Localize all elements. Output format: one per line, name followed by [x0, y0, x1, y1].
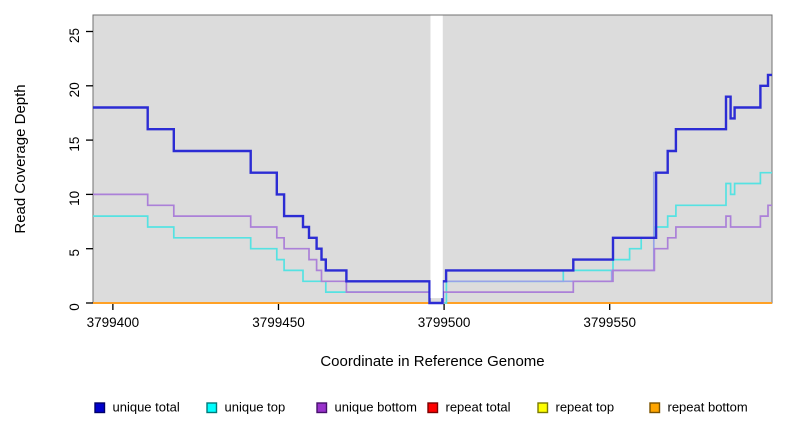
- legend-label-repeat-total: repeat total: [446, 400, 511, 415]
- legend-label-repeat-bottom: repeat bottom: [668, 400, 748, 415]
- legend-label-unique-top: unique top: [225, 400, 286, 415]
- legend-swatch-unique-total: [94, 402, 106, 414]
- x-axis-title: Coordinate in Reference Genome: [320, 353, 544, 370]
- legend-swatch-repeat-bottom: [649, 402, 661, 414]
- legend-swatch-unique-top: [206, 402, 218, 414]
- x-tick-label: 3799450: [252, 315, 305, 330]
- y-tick-label: 20: [67, 82, 82, 97]
- legend-label-repeat-top: repeat top: [556, 400, 615, 415]
- y-tick-label: 5: [67, 249, 82, 257]
- legend-swatch-repeat-top: [537, 402, 549, 414]
- series-line-unique-total: [93, 73, 772, 305]
- legend-swatch-unique-bottom: [316, 402, 328, 414]
- x-tick-label: 3799550: [583, 315, 636, 330]
- legend-label-unique-bottom: unique bottom: [335, 400, 417, 415]
- missing-data-gap-mask: [430, 15, 443, 299]
- x-tick-label: 3799400: [87, 315, 140, 330]
- y-tick-label: 10: [67, 191, 82, 206]
- legend-swatch-repeat-total: [427, 402, 439, 414]
- y-tick-label: 0: [67, 303, 82, 311]
- legend-label-unique-total: unique total: [113, 400, 180, 415]
- y-tick-label: 15: [67, 137, 82, 152]
- y-tick-label: 25: [67, 28, 82, 43]
- series-line-unique-top: [93, 171, 772, 304]
- y-axis-title: Read Coverage Depth: [12, 84, 29, 233]
- x-tick-label: 3799500: [418, 315, 471, 330]
